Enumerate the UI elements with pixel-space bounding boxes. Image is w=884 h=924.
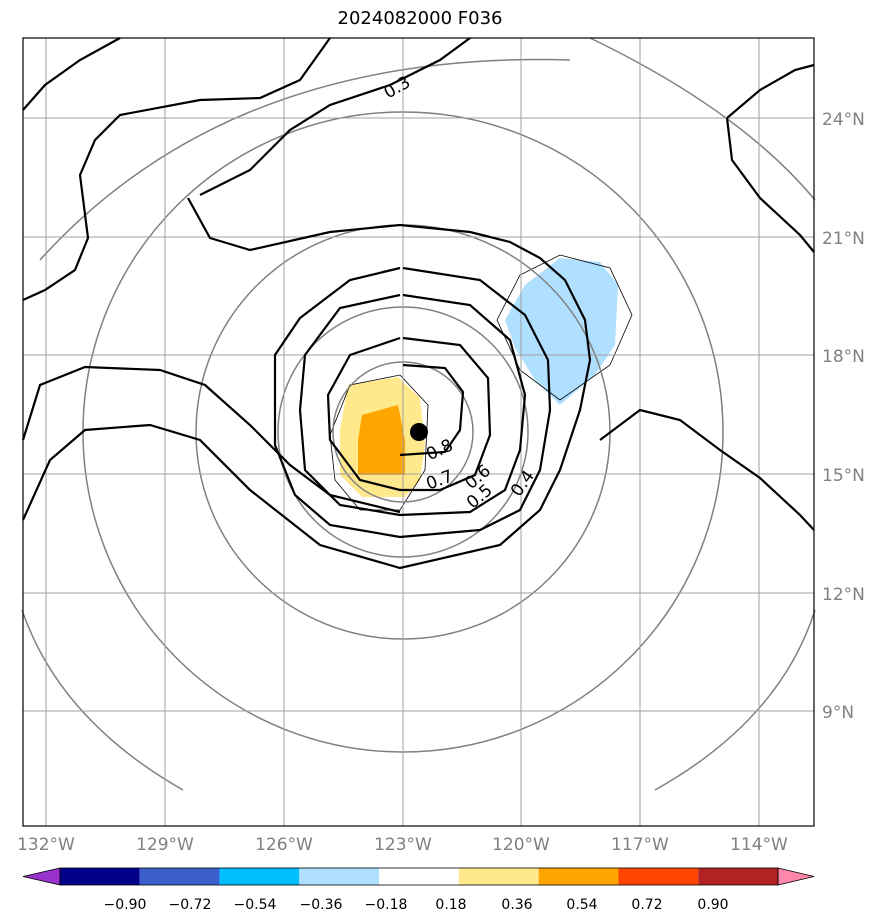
thin-outlines [329, 254, 633, 511]
lon-label: 126°W [255, 835, 313, 855]
lon-label: 120°W [492, 835, 550, 855]
lat-label: 15°N [822, 466, 865, 486]
lon-label: 114°W [730, 835, 788, 855]
map-title: 2024082000 F036 [337, 8, 503, 29]
lat-label: 24°N [822, 110, 865, 130]
colorbar-label: −0.18 [365, 897, 408, 913]
colorbar-label: 0.72 [631, 897, 662, 913]
contours [21, 37, 815, 570]
lon-tick-labels: 132°W 129°W 126°W 123°W 120°W 117°W 114°… [17, 835, 788, 855]
lat-label: 21°N [822, 229, 865, 249]
lon-label: 123°W [374, 835, 432, 855]
map-frame [22, 37, 815, 827]
colorbar-segment [219, 868, 300, 885]
lat-label: 9°N [822, 703, 854, 723]
colorbar-label: −0.72 [169, 897, 212, 913]
contour-label-07: 0.7 [424, 466, 456, 494]
shaded-fields [340, 258, 618, 497]
colorbar-label: −0.90 [104, 897, 147, 913]
colorbar-segment [60, 868, 140, 885]
graticule [23, 38, 814, 826]
colorbar-segment [139, 868, 220, 885]
colorbar [22, 867, 815, 886]
colorbar-segment [299, 868, 380, 885]
colorbar-segment [698, 868, 778, 885]
colorbar-label: −0.36 [300, 897, 343, 913]
colorbar-extend-high [777, 867, 815, 886]
colorbar-segment [379, 868, 459, 885]
colorbar-label: −0.54 [234, 897, 277, 913]
contour-label-08: 0.8 [423, 435, 456, 465]
colorbar-segment [538, 868, 619, 885]
negative-anomaly-blue [505, 258, 618, 405]
positive-anomaly-orange [358, 405, 405, 475]
lat-label: 18°N [822, 347, 865, 367]
lat-tick-labels: 24°N 21°N 18°N 15°N 12°N 9°N [822, 110, 865, 723]
colorbar-labels: −0.90 −0.72 −0.54 −0.36 −0.18 0.18 0.36 … [104, 897, 729, 913]
lon-label: 132°W [17, 835, 75, 855]
colorbar-label: 0.18 [435, 897, 466, 913]
lat-label: 12°N [822, 585, 865, 605]
contour-label-03: 0.3 [381, 72, 414, 103]
colorbar-segment [458, 868, 539, 885]
colorbar-frame [59, 867, 779, 886]
colorbar-label: 0.54 [566, 897, 597, 913]
colorbar-label: 0.90 [697, 897, 728, 913]
lon-label: 117°W [611, 835, 669, 855]
colorbar-label: 0.36 [501, 897, 532, 913]
storm-center-dot [410, 423, 428, 441]
colorbar-segment [618, 868, 699, 885]
lon-label: 129°W [136, 835, 194, 855]
colorbar-extend-low [22, 867, 61, 886]
